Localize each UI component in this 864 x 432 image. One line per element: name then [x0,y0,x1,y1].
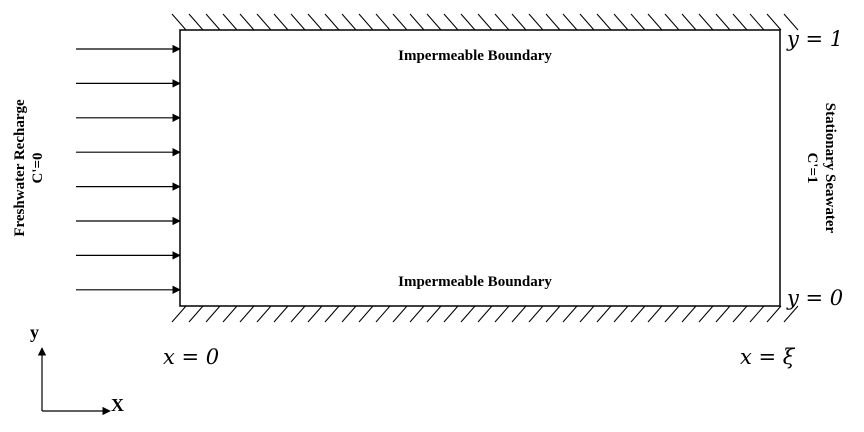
hatch-mark [205,305,221,323]
hatch-mark [324,305,340,323]
left-label-line2: C'=0 [30,152,46,183]
hatch-mark [732,305,748,323]
x-axis-label: X [111,395,124,415]
hatch-mark [664,305,680,323]
hatch-mark [426,13,442,31]
hatch-mark [545,305,561,323]
axes-indicator: y X [30,322,124,416]
hatch-mark [579,305,595,323]
hatch-mark [341,305,357,323]
y-top-label: y = 1 [786,27,843,51]
hatch-mark [630,13,646,31]
hatch-mark [528,13,544,31]
hatch-mark [256,13,272,31]
hatch-mark [443,13,459,31]
hatch-mark [443,305,459,323]
hatch-mark [256,305,272,323]
top-boundary-hatching [171,13,799,31]
hatch-mark [307,13,323,31]
hatch-mark [375,305,391,323]
left-label-line1: Freshwater Recharge [12,99,28,237]
hatch-mark [409,305,425,323]
hatch-mark [392,305,408,323]
hatch-mark [426,305,442,323]
hatch-mark [681,305,697,323]
hatch-mark [222,305,238,323]
hatch-mark [239,305,255,323]
hatch-mark [613,305,629,323]
hatch-mark [460,13,476,31]
hatch-mark [477,13,493,31]
right-label-line2: C'=1 [804,152,820,183]
domain-rectangle [179,29,781,307]
hatch-mark [324,13,340,31]
hatch-mark [596,305,612,323]
hatch-mark [392,13,408,31]
left-boundary-label: Freshwater Recharge C'=0 [12,99,46,237]
hatch-mark [562,13,578,31]
right-label-line1: Stationary Seawater [822,103,838,234]
hatch-mark [698,13,714,31]
hatch-mark [562,305,578,323]
hatch-mark [528,305,544,323]
hatch-mark [171,305,187,323]
hatch-mark [358,305,374,323]
bottom-boundary-hatching [171,305,799,323]
hatch-mark [188,13,204,31]
hatch-mark [715,13,731,31]
hatch-mark [273,305,289,323]
hatch-mark [647,305,663,323]
hatch-mark [579,13,595,31]
x-left-label: x = 0 [163,345,219,369]
hatch-mark [375,13,391,31]
hatch-mark [715,305,731,323]
hatch-mark [273,13,289,31]
top-boundary-label: Impermeable Boundary [398,48,552,64]
hatch-mark [205,13,221,31]
hatch-mark [188,305,204,323]
hatch-mark [732,13,748,31]
hatch-mark [307,305,323,323]
hatch-mark [545,13,561,31]
hatch-mark [511,13,527,31]
hatch-mark [494,305,510,323]
hatch-mark [749,305,765,323]
hatch-mark [358,13,374,31]
bottom-boundary-label: Impermeable Boundary [398,274,552,290]
hatch-mark [749,13,765,31]
hatch-mark [698,305,714,323]
hatch-mark [647,13,663,31]
hatch-mark [409,13,425,31]
hatch-mark [766,305,782,323]
hatch-mark [511,305,527,323]
hatch-mark [664,13,680,31]
hatch-mark [341,13,357,31]
hatch-mark [222,13,238,31]
x-right-label: x = ξ [740,345,796,369]
y-bottom-label: y = 0 [786,286,843,310]
hatch-mark [239,13,255,31]
hatch-mark [596,13,612,31]
hatch-mark [460,305,476,323]
hatch-mark [290,13,306,31]
hatch-mark [477,305,493,323]
hatch-mark [766,13,782,31]
recharge-arrows [76,44,181,294]
right-boundary-label: Stationary Seawater C'=1 [804,103,838,234]
hatch-mark [171,13,187,31]
hatch-mark [681,13,697,31]
hatch-mark [494,13,510,31]
hatch-mark [290,305,306,323]
hatch-mark [783,305,799,323]
y-axis-label: y [30,322,39,342]
hatch-mark [613,13,629,31]
hatch-mark [783,13,799,31]
hatch-mark [630,305,646,323]
